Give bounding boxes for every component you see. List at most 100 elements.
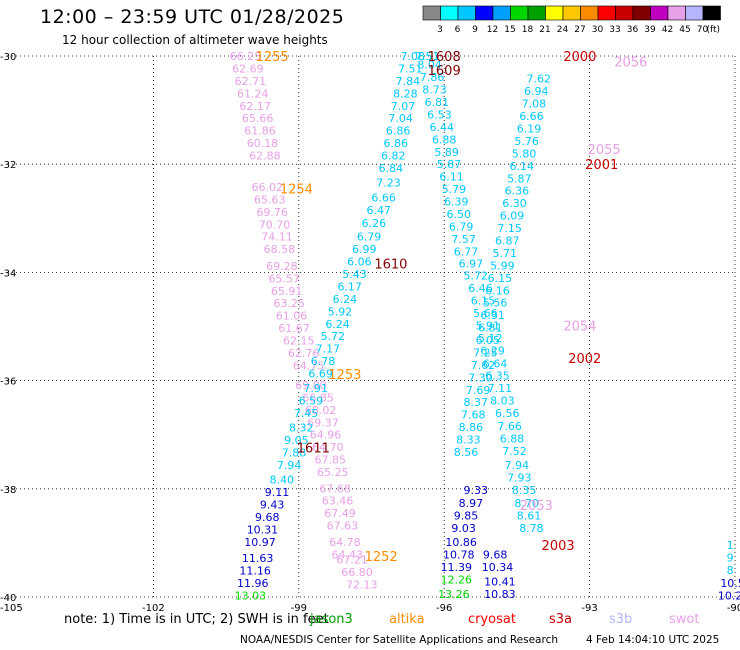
track-swot-west: 66.2562.6962.7161.2462.1765.6661.8660.18… bbox=[230, 50, 378, 592]
x-tick-label: -96 bbox=[436, 603, 452, 612]
pass-time-label: 2000 bbox=[563, 50, 596, 65]
data-point-label: 11.39 bbox=[441, 561, 473, 574]
data-point-label: 7.94 bbox=[277, 459, 302, 472]
mission-legend-swot: swot bbox=[669, 612, 700, 627]
pass-time-label: 1608 bbox=[428, 50, 461, 65]
data-point-label: 66.80 bbox=[341, 566, 373, 579]
colorbar-label: 36 bbox=[627, 25, 639, 35]
data-point-label: 7.94 bbox=[505, 459, 530, 472]
pass-time-label: 1610 bbox=[374, 258, 407, 273]
data-point-label: 6.84 bbox=[379, 162, 404, 175]
pass-time-label: 2002 bbox=[568, 352, 601, 367]
y-tick-label: -34 bbox=[0, 268, 16, 279]
data-point-label: 6.59 bbox=[299, 395, 324, 408]
data-point-label: 5.66 bbox=[473, 307, 498, 320]
data-point-label: 7.08 bbox=[522, 98, 547, 111]
data-point-label: 9.03 bbox=[451, 522, 476, 535]
data-point-label: 7.25 bbox=[473, 346, 498, 359]
data-point-label: 67.68 bbox=[319, 482, 351, 495]
track-cyan-descending: 7.087.517.848.287.077.046.866.866.826.84… bbox=[270, 50, 425, 487]
data-point-label: 62.76 bbox=[288, 347, 320, 360]
data-point-label: 5.43 bbox=[342, 268, 367, 281]
data-point-label: 11.63 bbox=[242, 552, 274, 565]
credit-line: NOAA/NESDIS Center for Satellite Applica… bbox=[240, 634, 558, 646]
data-point-label: 6.56 bbox=[495, 407, 520, 420]
data-point-label: 63.25 bbox=[273, 297, 305, 310]
data-point-label: 8.04 bbox=[417, 59, 442, 72]
data-point-label: 6.47 bbox=[367, 204, 392, 217]
data-point-label: 8.73 bbox=[422, 84, 447, 97]
track-east-right-column: 7.626.947.086.666.195.765.806.145.876.36… bbox=[454, 73, 551, 459]
data-point-label: 11.96 bbox=[237, 577, 269, 590]
data-point-label: 7.62 bbox=[471, 359, 496, 372]
data-point-label: 10.31 bbox=[247, 523, 279, 536]
data-point-label: 7.52 bbox=[502, 445, 527, 458]
pass-time-label: 1252 bbox=[365, 550, 398, 565]
data-point-label: 7.23 bbox=[376, 177, 401, 190]
data-point-label: 8.03 bbox=[490, 395, 515, 408]
pass-time-label: 2053 bbox=[520, 499, 553, 514]
data-point-label: 6.82 bbox=[381, 150, 406, 163]
data-point-label: 6.78 bbox=[311, 355, 336, 368]
data-point-label: 10.5 bbox=[720, 577, 740, 590]
data-point-label: 5.56 bbox=[483, 297, 508, 310]
data-point-label: 69.76 bbox=[256, 206, 288, 219]
data-point-label: 10.2 bbox=[718, 589, 740, 602]
data-point-label: 62.69 bbox=[232, 62, 264, 75]
data-point-label: 6.05 bbox=[476, 334, 501, 347]
data-point-label: 67.21 bbox=[336, 554, 368, 567]
data-point-label: 8.78 bbox=[519, 522, 544, 535]
data-point-label: 6.79 bbox=[449, 220, 474, 233]
data-point-label: 65.25 bbox=[317, 466, 349, 479]
data-point-label: 6.11 bbox=[439, 171, 464, 184]
data-point-label: 5.72 bbox=[463, 270, 488, 283]
data-point-label: 8.33 bbox=[456, 434, 481, 447]
data-point-label: 62.88 bbox=[249, 150, 281, 163]
data-point-label: 6.09 bbox=[500, 210, 525, 223]
pass-time-label: 1609 bbox=[428, 64, 461, 79]
data-point-label: 60.18 bbox=[247, 137, 279, 150]
data-point-label: 64.70 bbox=[312, 441, 344, 454]
data-point-label: 6.24 bbox=[333, 293, 358, 306]
data-point-label: 6.15 bbox=[488, 272, 513, 285]
track-far-right-cyan: 198 bbox=[727, 539, 734, 577]
colorbar-label: 18 bbox=[522, 25, 534, 35]
data-point-label: 7.45 bbox=[294, 407, 319, 420]
mission-legend-jason3: jason3 bbox=[310, 612, 353, 627]
data-point-label: 5.89 bbox=[434, 146, 459, 159]
data-point-label: 8.61 bbox=[517, 509, 542, 522]
data-point-label: 8.28 bbox=[393, 87, 418, 100]
data-point-label: 6.88 bbox=[500, 432, 525, 445]
data-point-label: 12.26 bbox=[441, 574, 473, 587]
data-point-label: 67.49 bbox=[324, 507, 356, 520]
mission-legend-cryosat: cryosat bbox=[468, 612, 516, 627]
data-point-label: 6.06 bbox=[347, 256, 372, 269]
data-point-label: 11.16 bbox=[239, 564, 271, 577]
data-point-label: 9.05 bbox=[284, 434, 309, 447]
data-point-label: 66.02 bbox=[252, 181, 284, 194]
data-point-label: 9.43 bbox=[260, 498, 285, 511]
data-point-label: 7.68 bbox=[461, 409, 486, 422]
data-point-label: 5.71 bbox=[493, 247, 518, 260]
data-point-label: 6.99 bbox=[352, 243, 377, 256]
data-point-label: 69.28 bbox=[266, 260, 298, 273]
data-point-label: 9.68 bbox=[255, 511, 280, 524]
data-point-label: 6.88 bbox=[432, 133, 457, 146]
data-point-label: 9 bbox=[727, 552, 734, 565]
data-point-label: 13.26 bbox=[438, 588, 470, 601]
data-point-label: 64.43 bbox=[332, 548, 364, 561]
data-point-label: 6.86 bbox=[386, 125, 411, 138]
data-point-label: 7.07 bbox=[391, 100, 416, 113]
data-point-label: 7.62 bbox=[526, 73, 551, 86]
mission-legend-altika: altika bbox=[389, 612, 425, 627]
colorbar-swatch bbox=[702, 5, 721, 21]
data-point-label: 6.19 bbox=[517, 122, 542, 135]
data-point-label: 5.87 bbox=[437, 158, 462, 171]
data-point-label: 70.70 bbox=[259, 218, 291, 231]
y-tick-label: -30 bbox=[0, 52, 16, 63]
colorbar-label: 39 bbox=[644, 25, 656, 35]
data-point-label: 7.51 bbox=[398, 62, 423, 75]
data-point-label: 61.67 bbox=[278, 322, 310, 335]
